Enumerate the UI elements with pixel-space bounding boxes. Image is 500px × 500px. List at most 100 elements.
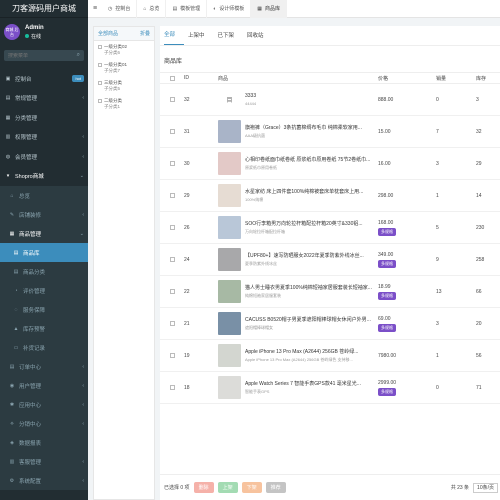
search-icon[interactable]: ⌕: [76, 52, 80, 58]
product-name[interactable]: CACUSS B0520帽子男夏季遮阳帽棒球帽女休闲户外男...: [245, 317, 371, 323]
status-tab[interactable]: 上架中: [188, 33, 205, 39]
menu-toggle-icon[interactable]: ≡: [92, 5, 98, 12]
category-item[interactable]: 一级分类02: [98, 44, 150, 50]
page-size-select[interactable]: 10条/页: [473, 482, 498, 493]
take-off-shelf-button[interactable]: 下架: [241, 482, 262, 493]
category-checkbox[interactable]: [98, 45, 102, 49]
row-checkbox[interactable]: [169, 97, 175, 102]
top-tab[interactable]: ▤ 模板管理: [166, 0, 208, 18]
subcategory-item[interactable]: 子分类6: [98, 50, 150, 56]
row-checkbox[interactable]: [169, 289, 175, 294]
delete-button[interactable]: 删除: [193, 482, 214, 493]
column-id[interactable]: ID: [184, 75, 189, 81]
product-name[interactable]: SOO行李箱男万向轮拉杆箱配拉杆箱20英寸&330铝...: [245, 221, 363, 227]
product-name[interactable]: 3333: [245, 93, 257, 99]
sidebar-item[interactable]: ▥ 权限管理 ‹: [0, 128, 88, 148]
sidebar-item[interactable]: ▦ 商品管理 ⌄: [0, 224, 88, 243]
top-tab[interactable]: ◐ 设计师模板: [207, 0, 252, 18]
sidebar-item[interactable]: ▾ Shopro商城 ⌄: [0, 167, 88, 187]
product-thumbnail[interactable]: [218, 184, 241, 207]
sidebar-item[interactable]: ▥ 客服管理 ‹: [0, 452, 88, 471]
sidebar-item[interactable]: ⚙ 系统配置 ‹: [0, 471, 88, 490]
product-name[interactable]: 【UPF80+】速写防晒服女2022年夏季防紫外线冰丝...: [245, 253, 364, 259]
sidebar-item[interactable]: ▤ 常规管理 ‹: [0, 89, 88, 109]
sidebar-item[interactable]: ✎ 店铺装修 ‹: [0, 205, 88, 224]
category-checkbox[interactable]: [98, 63, 102, 67]
product-thumbnail[interactable]: [218, 120, 241, 143]
column-price[interactable]: 价格: [378, 75, 389, 82]
status-tab[interactable]: 已下架: [217, 33, 235, 39]
table-row[interactable]: 30 心相印卷纸面巾纸卷纸 原浆纸巾原用卷纸 75节2卷纸巾... 原浆纸巾原用卷纸…: [160, 148, 500, 180]
table-row[interactable]: 31 旗袍裤（Grace）3条抗菌棉绸布毛巾 纯棉柔软家用... AAA级抗菌 15.…: [160, 116, 500, 148]
table-row[interactable]: 24 【UPF80+】速写防晒服女2022年夏季防紫外线冰丝... 夏季防紫外线冰丝…: [160, 244, 500, 276]
sidebar-item[interactable]: ⌂ 总览: [0, 186, 88, 205]
sidebar-search-input[interactable]: [8, 52, 68, 59]
category-item[interactable]: 三级分类: [98, 80, 150, 86]
product-thumbnail[interactable]: [218, 248, 241, 271]
category-all[interactable]: 全部商品: [98, 31, 119, 37]
sidebar-item[interactable]: ◌ 服务保障: [0, 300, 88, 319]
row-checkbox[interactable]: [169, 193, 175, 198]
sidebar-item[interactable]: ▤ 订单中心 ‹: [0, 357, 88, 376]
product-thumbnail[interactable]: [218, 216, 241, 239]
status-tab[interactable]: 回收站: [247, 33, 264, 39]
sidebar-item[interactable]: ▦ 分类管理: [0, 108, 88, 128]
category-item[interactable]: 二级分类: [98, 98, 150, 104]
row-checkbox[interactable]: [169, 161, 175, 166]
product-thumbnail[interactable]: [218, 376, 241, 399]
row-checkbox[interactable]: [169, 257, 175, 262]
product-name[interactable]: 水星家纺 床上四件套100%纯棉被套床单枕套床上用...: [245, 189, 364, 195]
row-checkbox[interactable]: [169, 129, 175, 134]
product-thumbnail[interactable]: [218, 280, 241, 303]
product-name[interactable]: 旗袍裤（Grace）3条抗菌棉绸布毛巾 纯棉柔软家用...: [245, 125, 362, 131]
table-row[interactable]: 19 Apple iPhone 13 Pro Max (A2644) 256GB …: [160, 340, 500, 372]
product-name[interactable]: Apple iPhone 13 Pro Max (A2644) 256GB 苍岭…: [245, 349, 359, 355]
subcategory-item[interactable]: 子分类5: [98, 86, 150, 92]
status-tab[interactable]: 全部: [164, 30, 185, 45]
row-checkbox[interactable]: [169, 321, 175, 326]
table-row[interactable]: 22 猫人男士睡衣男夏季100%纯棉短袖家居服套装长短袖家... 纯棉短袖家居服套装…: [160, 276, 500, 308]
product-name[interactable]: 心相印卷纸面巾纸卷纸 原浆纸巾原用卷纸 75节2卷纸巾...: [245, 157, 371, 163]
row-checkbox[interactable]: [169, 225, 175, 230]
top-tab[interactable]: ▦ 商品库: [251, 0, 287, 18]
category-checkbox[interactable]: [98, 81, 102, 85]
column-stock[interactable]: 库存: [476, 75, 487, 82]
table-row[interactable]: 18 Apple Watch Series 7 智能手表GPS款41 毫米星光..…: [160, 372, 500, 404]
sidebar-item[interactable]: ✱ 应用中心 ‹: [0, 395, 88, 414]
sidebar-item[interactable]: ◍ 会员管理 ‹: [0, 147, 88, 167]
sidebar-item[interactable]: ⟡ 分销中心 ‹: [0, 414, 88, 433]
table-row[interactable]: 29 水星家纺 床上四件套100%纯棉被套床单枕套床上用... 100%纯棉 298.…: [160, 180, 500, 212]
sidebar-item[interactable]: ◈ 数据报表: [0, 433, 88, 452]
sidebar-item[interactable]: ▤ 商品分类: [0, 262, 88, 281]
table-row[interactable]: 21 CACUSS B0520帽子男夏季遮阳帽棒球帽女休闲户外男... 遮阳帽棒球帽…: [160, 308, 500, 340]
recommend-button[interactable]: 推荐: [265, 482, 286, 493]
sidebar-item[interactable]: ◉ 用户管理 ‹: [0, 376, 88, 395]
category-checkbox[interactable]: [98, 99, 102, 103]
subcategory-item[interactable]: 子分类1: [98, 104, 150, 110]
row-checkbox[interactable]: [169, 385, 175, 390]
column-sales[interactable]: 销量: [436, 75, 447, 82]
table-row[interactable]: 32 目 3333 44444 888.00 0 3: [160, 84, 500, 116]
sidebar-item[interactable]: ▤ 商品库: [0, 243, 88, 262]
row-checkbox[interactable]: [169, 353, 175, 358]
sidebar-item[interactable]: ◔ 评价管理: [0, 281, 88, 300]
top-tab[interactable]: ⌂ 总览: [137, 0, 167, 18]
sidebar-item[interactable]: ▲ 库存预警: [0, 319, 88, 338]
product-name[interactable]: 猫人男士睡衣男夏季100%纯棉短袖家居服套装长短袖家...: [245, 285, 372, 291]
product-thumbnail[interactable]: [218, 152, 241, 175]
product-thumbnail[interactable]: [218, 344, 241, 367]
top-tab[interactable]: ◷ 控制台: [102, 0, 138, 18]
product-thumbnail[interactable]: [218, 312, 241, 335]
category-item[interactable]: 一级分类01: [98, 62, 150, 68]
category-collapse[interactable]: 折叠: [139, 31, 150, 37]
product-info: Apple iPhone 13 Pro Max (A2644) 256GB 苍岭…: [245, 348, 375, 363]
put-on-shelf-button[interactable]: 上架: [217, 482, 238, 493]
select-all-checkbox[interactable]: [169, 75, 175, 81]
product-thumbnail[interactable]: 目: [226, 98, 233, 104]
table-row[interactable]: 26 SOO行李箱男万向轮拉杆箱配拉杆箱20英寸&330铝... 万向轮拉杆箱配拉杆…: [160, 212, 500, 244]
product-name[interactable]: Apple Watch Series 7 智能手表GPS款41 毫米星光...: [245, 381, 361, 387]
category-label: 二级分类: [104, 98, 122, 103]
sidebar-item[interactable]: ▭ 补货记录: [0, 338, 88, 357]
subcategory-item[interactable]: 子分类7: [98, 68, 150, 74]
sidebar-item[interactable]: ▣ 控制台 hot: [0, 69, 88, 89]
